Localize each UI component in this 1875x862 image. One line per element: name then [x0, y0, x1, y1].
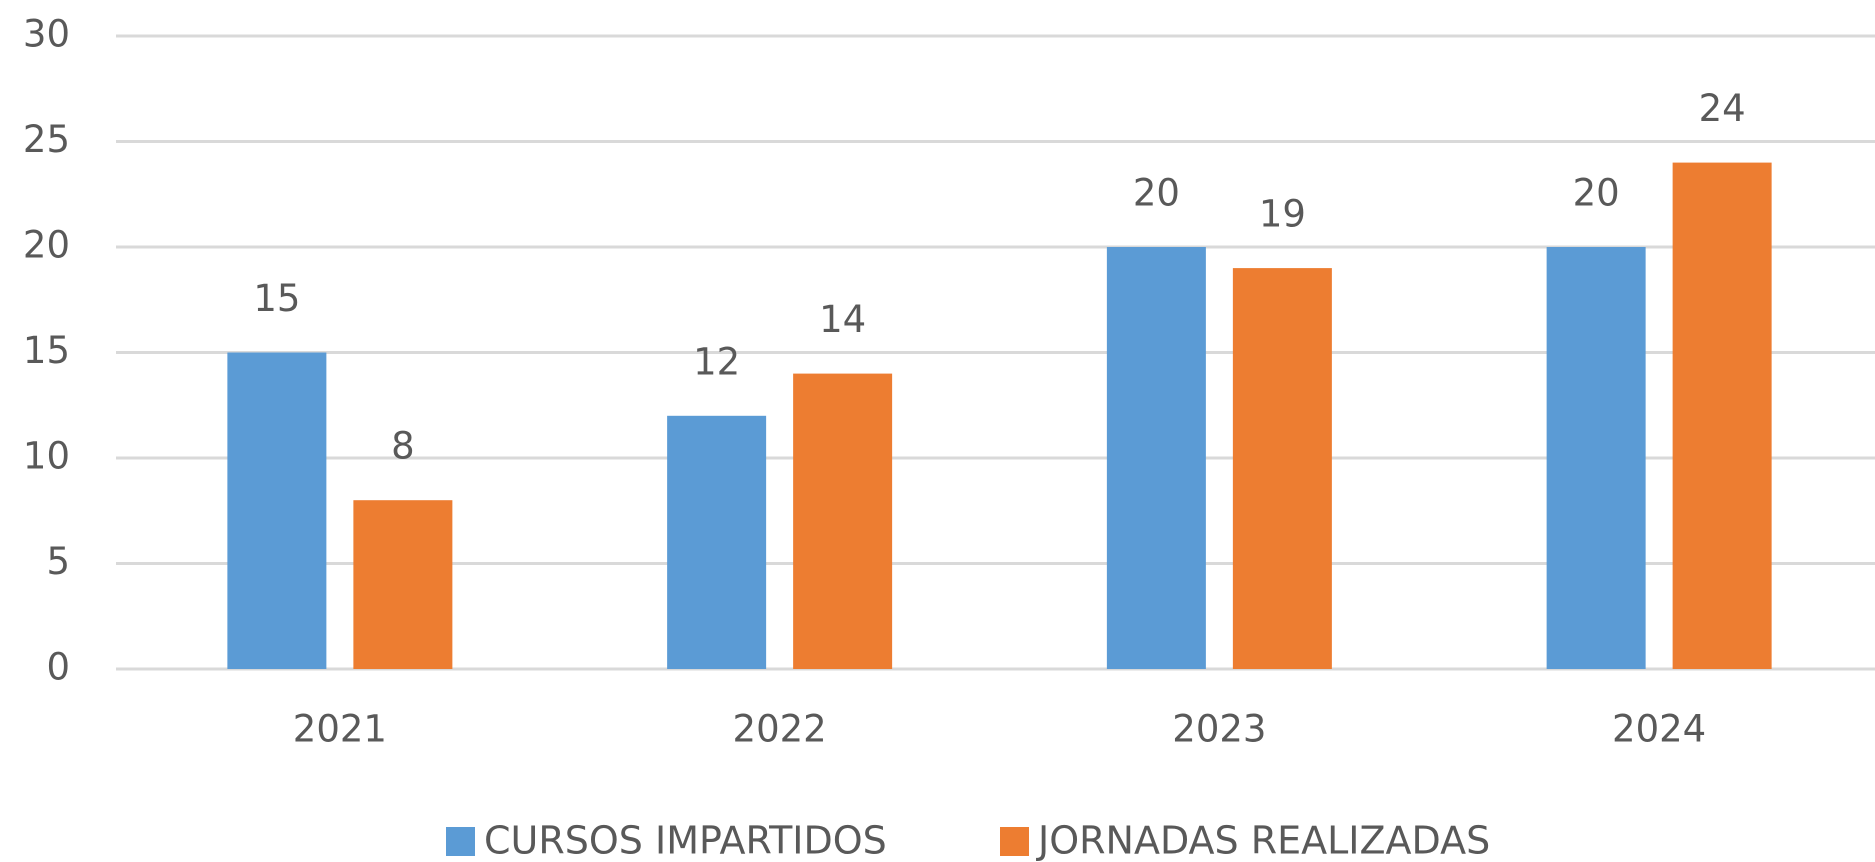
y-tick-label: 15	[23, 329, 70, 372]
bar	[227, 352, 327, 669]
data-label: 24	[1699, 87, 1746, 130]
y-tick-label: 25	[23, 118, 70, 161]
x-tick-label: 2022	[733, 708, 827, 751]
legend-swatch	[1000, 827, 1029, 856]
data-label: 14	[819, 298, 866, 341]
y-tick-label: 10	[23, 435, 70, 478]
bar	[353, 500, 453, 669]
y-tick-label: 5	[46, 540, 70, 583]
legend-swatch	[446, 827, 475, 856]
legend-label: CURSOS IMPARTIDOS	[484, 819, 887, 862]
bar	[667, 415, 767, 669]
bar	[1546, 247, 1646, 669]
x-tick-label: 2023	[1172, 708, 1266, 751]
bar	[1106, 247, 1206, 669]
x-tick-label: 2024	[1612, 708, 1706, 751]
bar	[793, 373, 893, 669]
bar	[1232, 268, 1332, 669]
y-tick-label: 0	[46, 646, 70, 689]
data-label: 20	[1573, 172, 1620, 215]
y-tick-label: 30	[23, 13, 70, 56]
y-tick-label: 20	[23, 224, 70, 267]
legend-label: JORNADAS REALIZADAS	[1036, 819, 1490, 862]
bar	[1672, 162, 1772, 669]
x-tick-label: 2021	[293, 708, 387, 751]
data-label: 8	[391, 425, 415, 468]
data-label: 19	[1259, 193, 1306, 236]
data-label: 20	[1133, 172, 1180, 215]
data-label: 15	[253, 277, 300, 320]
legend: CURSOS IMPARTIDOS JORNADAS REALIZADAS	[446, 819, 1490, 862]
data-label: 12	[693, 340, 740, 383]
